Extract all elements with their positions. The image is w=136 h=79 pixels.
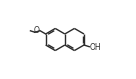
Text: O: O (34, 26, 40, 35)
Text: OH: OH (90, 43, 101, 52)
